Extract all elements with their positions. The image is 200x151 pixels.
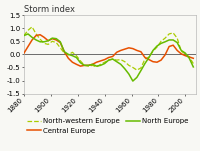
Legend: North-western Europe, Central Europe, North Europe: North-western Europe, Central Europe, No…: [24, 116, 192, 137]
Text: Storm index: Storm index: [24, 5, 75, 14]
